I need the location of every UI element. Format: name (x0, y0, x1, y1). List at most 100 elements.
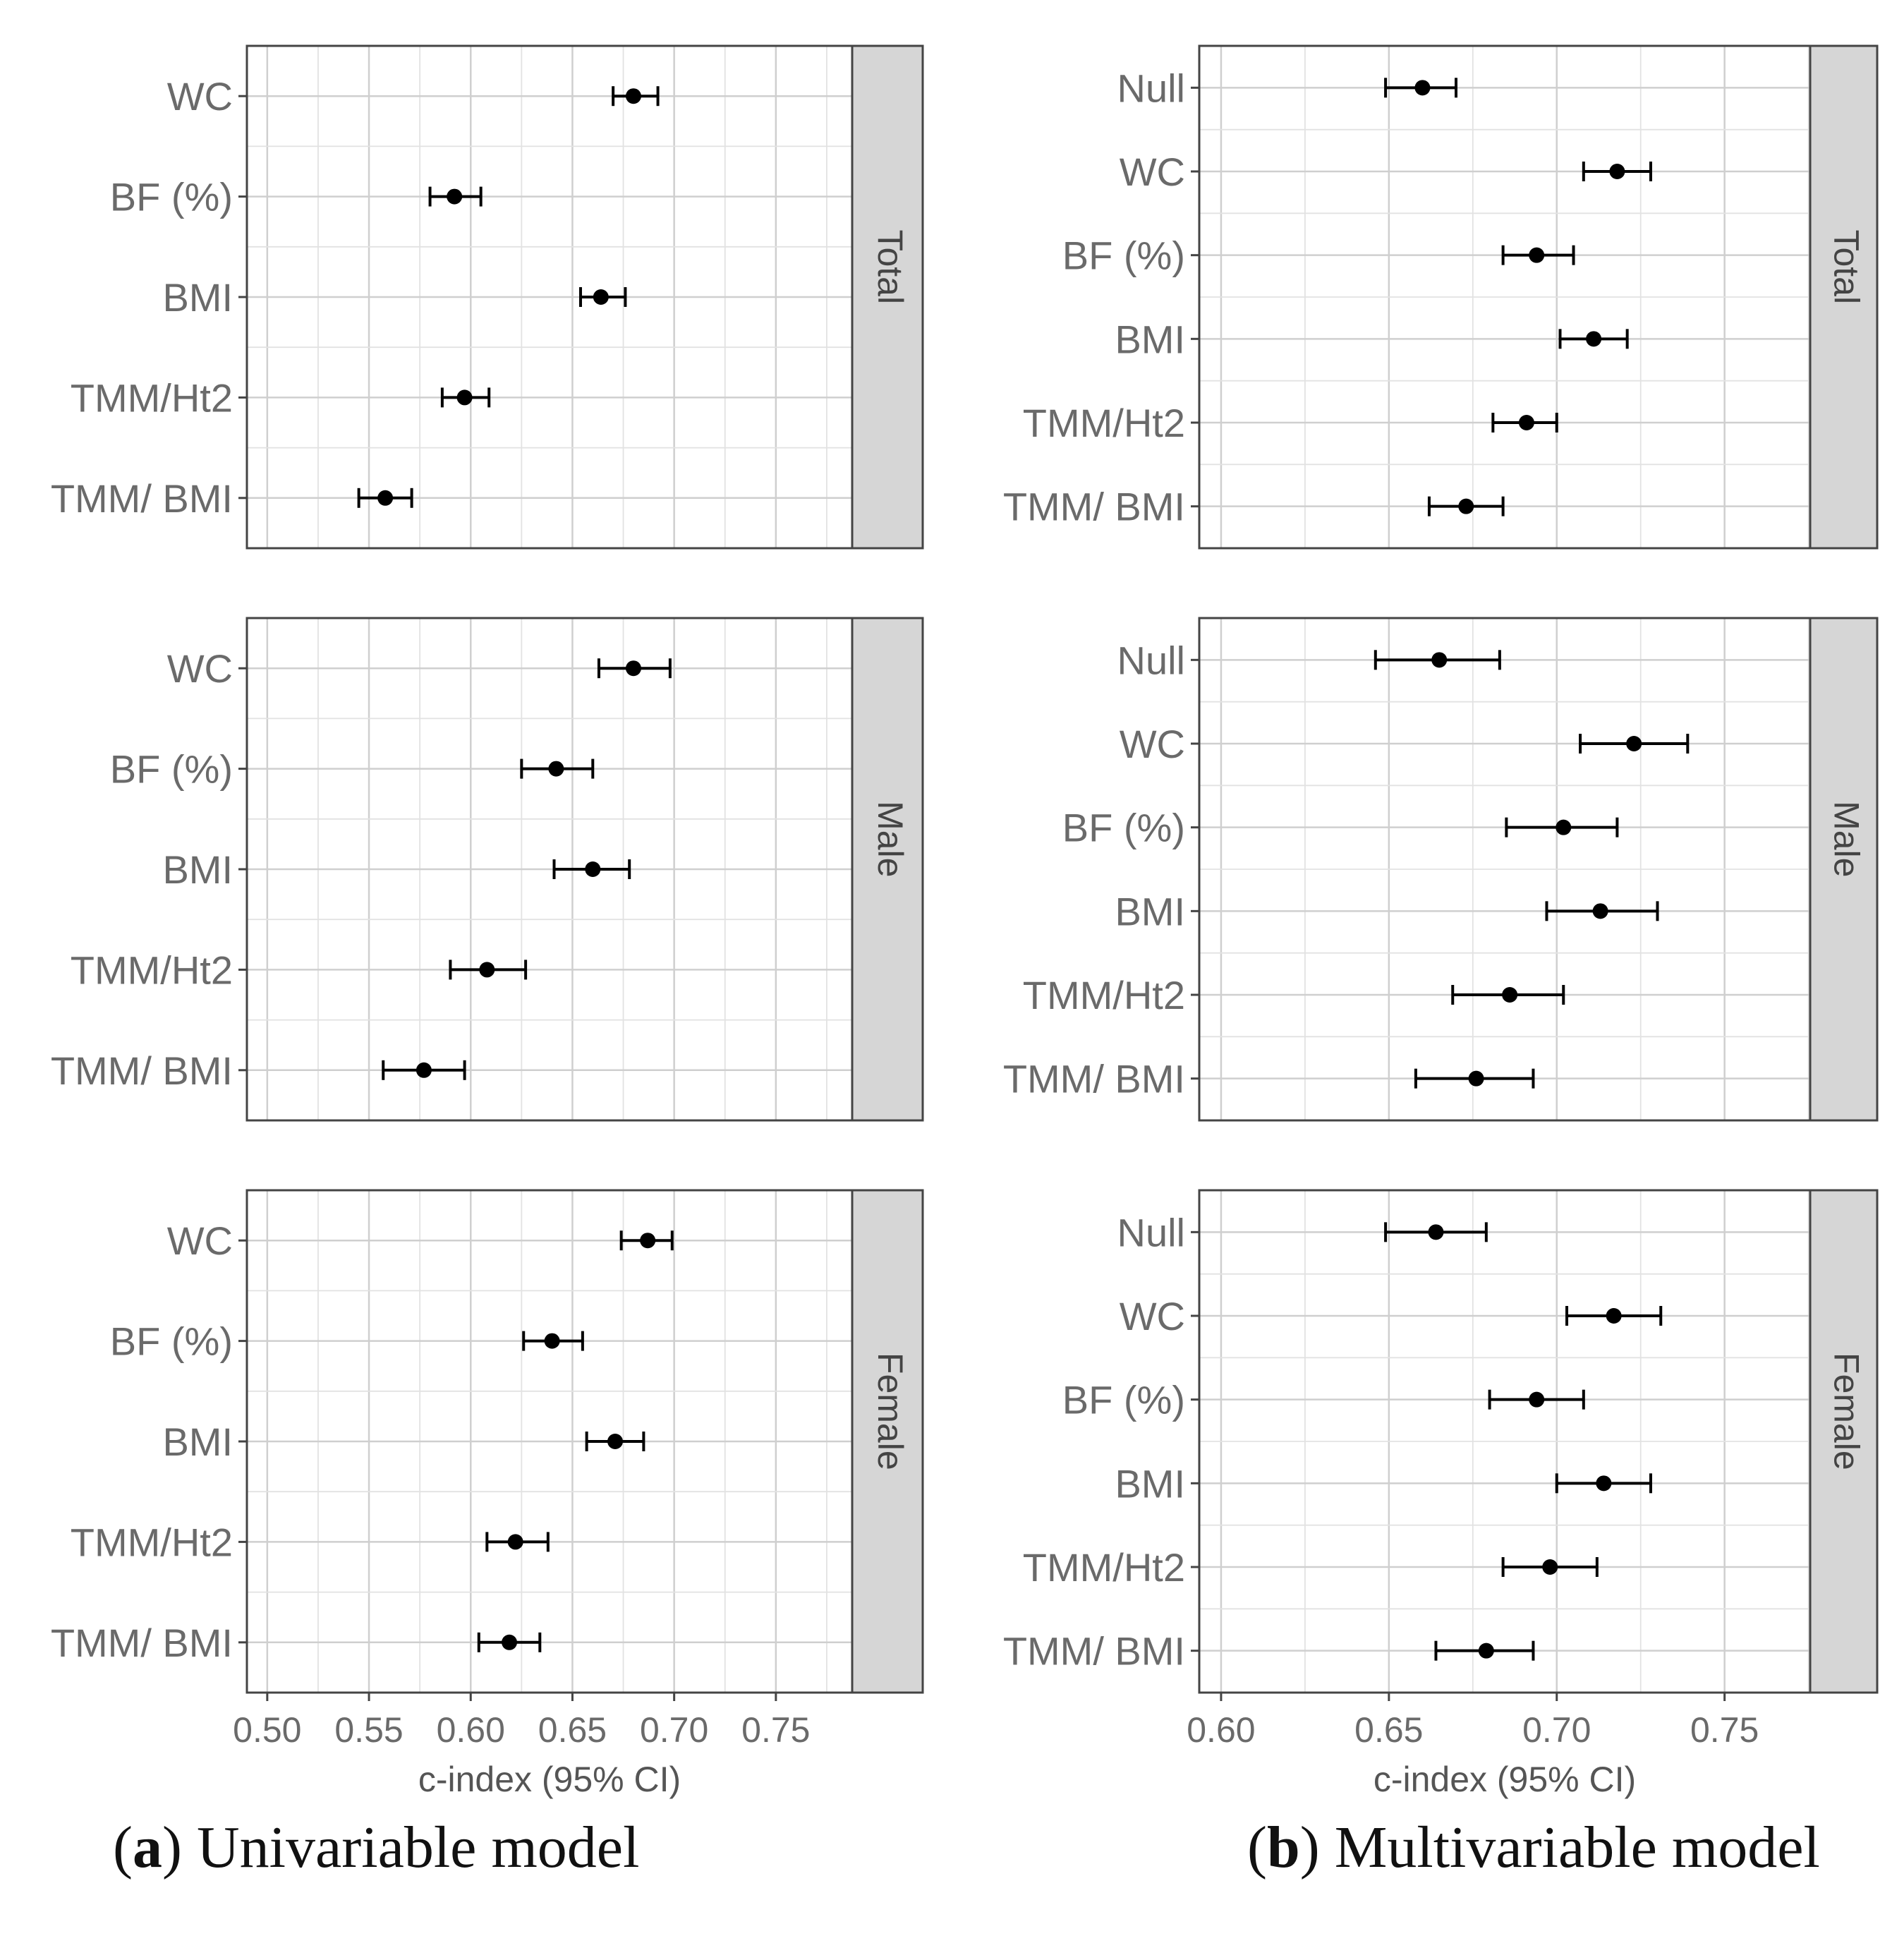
point-estimate (1414, 80, 1431, 96)
caption-title-univariable: Univariable model (196, 1815, 640, 1880)
tick-label-y: BF (%) (1062, 1378, 1185, 1422)
facet-strip (1809, 617, 1879, 1122)
caption-letter-b: b (1266, 1815, 1300, 1880)
tick-label-x: 0.75 (1690, 1710, 1759, 1750)
tick-label-x: 0.65 (1354, 1710, 1423, 1750)
point-estimate (1468, 1070, 1484, 1087)
facet-strip (851, 617, 924, 1122)
facet-total: WC BF (%) BMI TMM/Ht2 TMM/ BMI Total (51, 44, 924, 550)
tick-label-y: WC (167, 646, 233, 691)
facet-strip (1809, 44, 1879, 550)
point-estimate (1458, 498, 1474, 514)
tick-label-y: WC (1120, 722, 1185, 766)
point-estimate (607, 1434, 624, 1449)
chart-univariable: WC BF (%) BMI TMM/Ht2 TMM/ BMI Total WC BF (%) B… (51, 44, 924, 1799)
tick-label-y: WC (1120, 150, 1185, 194)
facet-male: WC BF (%) BMI TMM/Ht2 TMM/ BMI Male (51, 617, 924, 1122)
point-estimate (1596, 1475, 1612, 1492)
tick-label-y: TMM/Ht2 (1023, 973, 1185, 1017)
facet-female: Null WC BF (%) BMI TMM/Ht2 TMM/ BMI Female (1003, 1189, 1879, 1694)
tick-label-y: TMM/Ht2 (1023, 401, 1185, 445)
tick-label-y: TMM/Ht2 (71, 948, 233, 992)
point-estimate (1428, 1224, 1444, 1240)
caption-title-multivariable: Multivariable model (1334, 1815, 1820, 1880)
tick-label-y: TMM/Ht2 (71, 375, 233, 420)
point-estimate (593, 289, 609, 305)
point-estimate (502, 1634, 518, 1650)
point-estimate (625, 88, 641, 104)
point-estimate (1609, 164, 1625, 179)
facet-strip-label: Total (1826, 229, 1866, 304)
tick-label-y: WC (1120, 1294, 1185, 1338)
point-estimate (416, 1062, 432, 1078)
facet-strip-label: Male (871, 801, 910, 877)
tick-label-y: TMM/ BMI (51, 1621, 233, 1665)
tick-label-y: TMM/ BMI (1003, 1057, 1185, 1101)
facet-strip-label: Female (1826, 1353, 1866, 1470)
point-estimate (377, 490, 394, 506)
facet-strip (851, 44, 924, 550)
x-axis-title: c-index (95% CI) (418, 1760, 681, 1799)
facet-strip-label: Female (871, 1353, 910, 1470)
tick-label-y: Null (1117, 66, 1185, 110)
caption-multivariable: (b) Multivariable model (1247, 1815, 1820, 1880)
tick-label-y: TMM/Ht2 (71, 1520, 233, 1564)
tick-label-y: WC (167, 74, 233, 119)
tick-label-y: BF (%) (110, 747, 233, 792)
chart-multivariable: Null WC BF (%) BMI TMM/Ht2 TMM/ BMI Total Null W… (1003, 44, 1879, 1799)
facet-strip (851, 1189, 924, 1694)
tick-label-y: Null (1117, 1210, 1185, 1254)
tick-label-y: BMI (162, 847, 233, 892)
facet-male: Null WC BF (%) BMI TMM/Ht2 TMM/ BMI Male (1003, 617, 1879, 1122)
tick-label-x: 0.60 (437, 1710, 505, 1750)
point-estimate (1478, 1643, 1494, 1659)
facet-strip (1809, 1189, 1879, 1694)
point-estimate (1626, 736, 1642, 751)
point-estimate (544, 1333, 560, 1349)
tick-label-x: 0.60 (1187, 1710, 1255, 1750)
tick-label-x: 0.75 (741, 1710, 810, 1750)
tick-label-y: TMM/ BMI (51, 1048, 233, 1093)
facet-female: WC BF (%) BMI TMM/Ht2 TMM/ BMI Female (51, 1189, 924, 1694)
point-estimate (1606, 1308, 1622, 1324)
facet-total: Null WC BF (%) BMI TMM/Ht2 TMM/ BMI Total (1003, 44, 1879, 550)
tick-label-y: BMI (162, 1420, 233, 1464)
tick-label-y: TMM/ BMI (1003, 1629, 1185, 1674)
point-estimate (1529, 1391, 1545, 1408)
point-estimate (1529, 247, 1545, 263)
point-estimate (507, 1534, 523, 1550)
point-estimate (456, 389, 473, 406)
point-estimate (640, 1233, 656, 1249)
point-estimate (548, 761, 564, 777)
point-estimate (1542, 1559, 1558, 1575)
tick-label-y: BMI (1115, 889, 1185, 933)
caption-letter-a: a (132, 1815, 162, 1880)
point-estimate (1431, 652, 1448, 668)
point-estimate (1518, 415, 1534, 430)
tick-label-x: 0.50 (233, 1710, 301, 1750)
tick-label-x: 0.65 (538, 1710, 607, 1750)
tick-label-y: BF (%) (1062, 806, 1185, 850)
point-estimate (479, 962, 495, 978)
tick-label-y: BMI (1115, 1461, 1185, 1506)
facet-strip-label: Total (871, 229, 910, 304)
point-estimate (585, 861, 601, 877)
x-axis-title: c-index (95% CI) (1374, 1760, 1636, 1799)
point-estimate (1592, 903, 1608, 919)
point-estimate (625, 660, 641, 677)
tick-label-x: 0.70 (640, 1710, 708, 1750)
tick-label-y: TMM/ BMI (1003, 485, 1185, 529)
tick-label-x: 0.70 (1522, 1710, 1591, 1750)
tick-label-y: BMI (162, 275, 233, 320)
tick-label-y: BF (%) (110, 1319, 233, 1364)
point-estimate (1556, 819, 1572, 835)
tick-label-y: TMM/ BMI (51, 476, 233, 521)
tick-label-y: BF (%) (110, 175, 233, 219)
tick-label-y: TMM/Ht2 (1023, 1545, 1185, 1590)
tick-label-x: 0.55 (334, 1710, 403, 1750)
point-estimate (1586, 331, 1602, 347)
point-estimate (447, 188, 463, 205)
tick-label-y: Null (1117, 638, 1185, 682)
tick-label-y: BMI (1115, 317, 1185, 361)
